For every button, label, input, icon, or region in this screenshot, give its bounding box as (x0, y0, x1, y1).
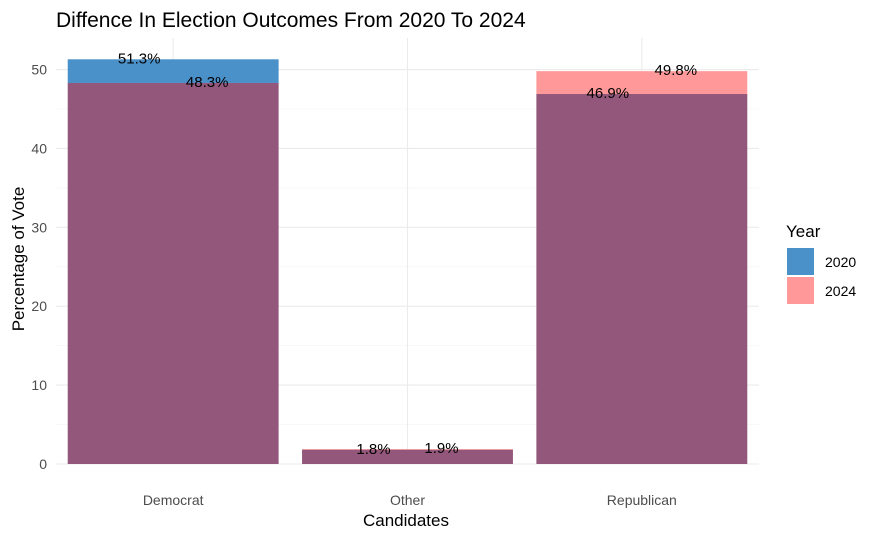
bar-overlap-republican (536, 94, 748, 464)
y-tick-label: 50 (31, 62, 47, 78)
legend-key-2024 (787, 277, 814, 304)
bar-2020-democrat (67, 59, 279, 83)
legend: Year 2020 2024 (786, 222, 856, 304)
y-tick-label: 0 (39, 456, 47, 472)
legend-title: Year (786, 222, 821, 241)
chart-title: Diffence In Election Outcomes From 2020 … (56, 9, 526, 32)
y-axis-title: Percentage of Vote (9, 187, 28, 332)
y-tick-label: 20 (31, 298, 47, 314)
y-tick-label: 40 (31, 140, 47, 156)
x-tick-label: Other (390, 492, 425, 508)
bar-overlap-other (302, 449, 513, 464)
data-label-2024-other: 1.9% (424, 440, 458, 457)
data-label-2020-republican: 46.9% (587, 85, 630, 102)
x-axis: Democrat Other Republican (143, 492, 677, 508)
x-axis-title: Candidates (363, 511, 449, 530)
bars (67, 59, 748, 464)
data-label-2020-other: 1.8% (356, 441, 390, 458)
legend-label-2020: 2020 (825, 254, 856, 270)
bar-overlap-democrat (67, 82, 279, 464)
y-tick-label: 10 (31, 377, 47, 393)
y-axis: 0 10 20 30 40 50 (31, 62, 47, 472)
y-tick-label: 30 (31, 219, 47, 235)
bar-2024-other (302, 449, 513, 450)
data-label-2020-democrat: 51.3% (118, 50, 161, 67)
data-label-2024-democrat: 48.3% (186, 74, 229, 91)
data-labels: 51.3% 1.8% 46.9% 48.3% 1.9% 49.8% (118, 50, 698, 458)
legend-key-2020 (787, 248, 814, 275)
legend-label-2024: 2024 (825, 283, 856, 299)
x-tick-label: Democrat (143, 492, 204, 508)
x-tick-label: Republican (607, 492, 677, 508)
data-label-2024-republican: 49.8% (655, 62, 698, 79)
bar-2024-republican (536, 71, 748, 95)
